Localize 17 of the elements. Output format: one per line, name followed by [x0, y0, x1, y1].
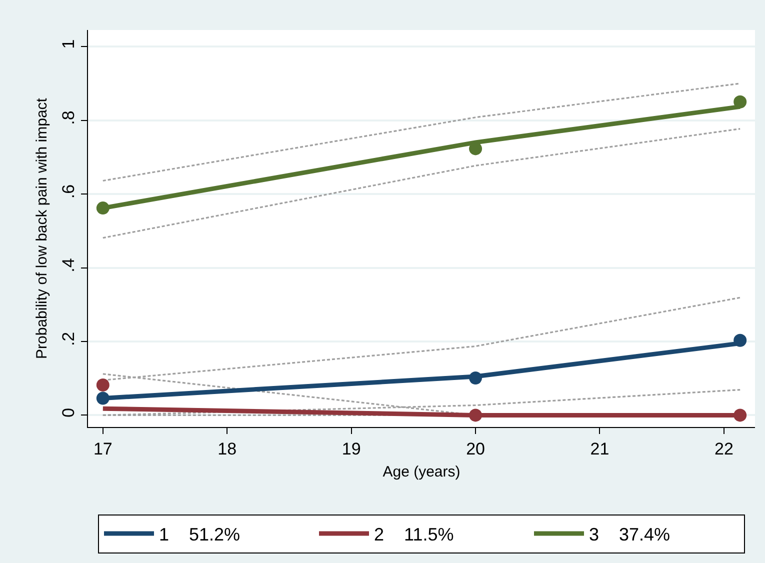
legend-label: 1 51.2% — [159, 524, 240, 545]
y-tick-label: .6 — [59, 184, 78, 199]
x-tick-label: 22 — [714, 439, 734, 458]
y-tick-label: 1 — [59, 39, 78, 49]
x-tick-label: 19 — [342, 439, 361, 458]
x-tick-label: 17 — [93, 439, 112, 458]
legend-label: 2 11.5% — [374, 524, 454, 545]
y-tick-label: .4 — [59, 258, 78, 272]
x-tick-label: 20 — [466, 439, 485, 458]
y-tick-label: .8 — [59, 110, 78, 125]
x-tick-label: 18 — [218, 439, 237, 458]
legend-label: 3 37.4% — [589, 524, 670, 545]
x-axis-title: Age (years) — [382, 463, 460, 480]
y-tick-label: .2 — [59, 332, 78, 346]
x-tick-label: 21 — [590, 439, 610, 458]
y-tick-label: 0 — [59, 408, 78, 418]
y-axis-title: Probability of low back pain with impact — [33, 97, 50, 359]
